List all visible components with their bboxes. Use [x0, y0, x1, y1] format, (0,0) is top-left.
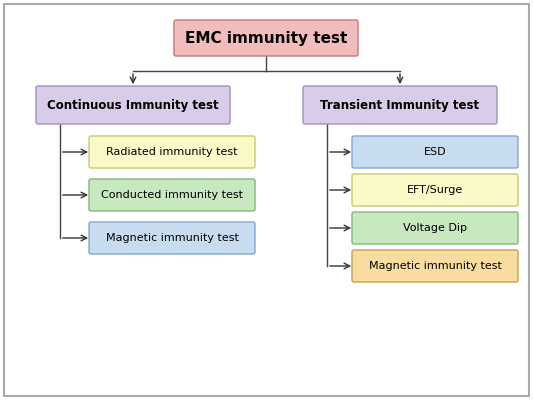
Text: Magnetic immunity test: Magnetic immunity test — [368, 261, 502, 271]
Text: Voltage Dip: Voltage Dip — [403, 223, 467, 233]
FancyBboxPatch shape — [352, 136, 518, 168]
FancyBboxPatch shape — [89, 179, 255, 211]
Text: Radiated immunity test: Radiated immunity test — [106, 147, 238, 157]
Text: EFT/Surge: EFT/Surge — [407, 185, 463, 195]
FancyBboxPatch shape — [352, 250, 518, 282]
FancyBboxPatch shape — [352, 212, 518, 244]
FancyBboxPatch shape — [303, 86, 497, 124]
Text: Magnetic immunity test: Magnetic immunity test — [106, 233, 238, 243]
FancyBboxPatch shape — [36, 86, 230, 124]
FancyBboxPatch shape — [89, 136, 255, 168]
Text: ESD: ESD — [424, 147, 446, 157]
FancyBboxPatch shape — [89, 222, 255, 254]
FancyBboxPatch shape — [174, 20, 358, 56]
Text: Conducted immunity test: Conducted immunity test — [101, 190, 243, 200]
FancyBboxPatch shape — [352, 174, 518, 206]
Text: Continuous Immunity test: Continuous Immunity test — [47, 98, 219, 112]
Text: EMC immunity test: EMC immunity test — [185, 30, 347, 46]
Text: Transient Immunity test: Transient Immunity test — [320, 98, 480, 112]
